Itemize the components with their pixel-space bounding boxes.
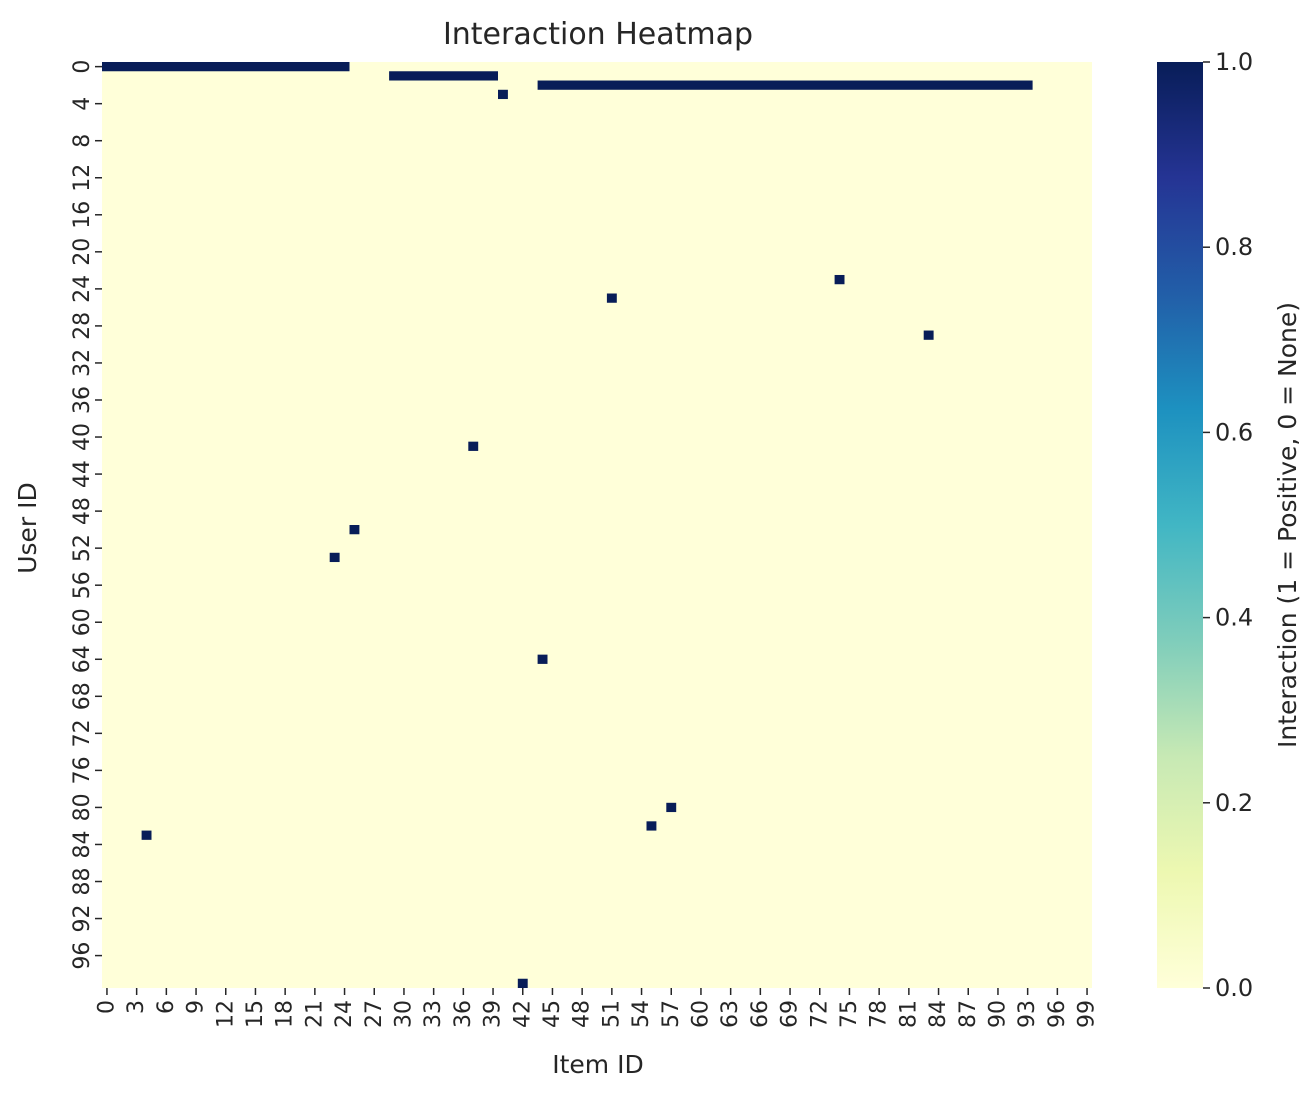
chart-title: Interaction Heatmap [443, 17, 753, 52]
y-tick-label: 60 [70, 608, 95, 636]
y-tick-label: 96 [70, 942, 95, 970]
y-tick-label: 84 [70, 831, 95, 859]
x-tick-label: 48 [570, 1000, 595, 1028]
y-tick-label: 12 [70, 164, 95, 192]
colorbar-label: Interaction (1 = Positive, 0 = None) [1273, 302, 1302, 748]
x-tick-label: 12 [213, 1000, 238, 1028]
y-tick-label: 72 [70, 719, 95, 747]
x-tick-label: 9 [184, 1000, 209, 1014]
x-tick-label: 18 [273, 1000, 298, 1028]
y-tick-label: 8 [70, 134, 95, 148]
x-tick-label: 66 [748, 1000, 773, 1028]
x-tick-label: 21 [302, 1000, 327, 1028]
plot-area [102, 62, 1092, 988]
y-axis-label: User ID [13, 482, 42, 574]
heatmap-cell [646, 821, 657, 831]
colorbar-tick-label: 0.8 [1215, 233, 1253, 261]
y-tick-label: 0 [70, 60, 95, 74]
x-tick-label: 24 [332, 1000, 357, 1028]
y-tick-label: 36 [70, 386, 95, 414]
y-tick-label: 92 [70, 905, 95, 933]
x-tick-label: 36 [451, 1000, 476, 1028]
y-tick-label: 88 [70, 868, 95, 896]
x-tick-label: 75 [837, 1000, 862, 1028]
colorbar-tick-label: 0.0 [1215, 974, 1253, 1002]
y-tick-label: 16 [70, 201, 95, 229]
x-tick-label: 96 [1045, 1000, 1070, 1028]
x-tick-label: 87 [956, 1000, 981, 1028]
heatmap-cell [468, 441, 479, 451]
heatmap-cell [141, 830, 152, 840]
y-tick-label: 56 [70, 571, 95, 599]
x-tick-label: 99 [1075, 1000, 1100, 1028]
x-tick-label: 15 [243, 1000, 268, 1028]
x-tick-label: 54 [629, 1000, 654, 1028]
y-tick-label: 20 [70, 238, 95, 266]
heatmap-cell [606, 293, 617, 303]
y-tick-label: 24 [70, 275, 95, 303]
x-axis-ticks: 0 3 6 9 12 15 18 21 24 27 30 33 36 39 42 45 48 51 54 57 60 63… [95, 988, 1100, 1028]
heatmap-cell [349, 525, 360, 535]
x-tick-label: 6 [154, 1000, 179, 1014]
y-tick-label: 48 [70, 497, 95, 525]
x-tick-label: 51 [599, 1000, 624, 1028]
x-tick-label: 57 [659, 1000, 684, 1028]
x-tick-label: 30 [391, 1000, 416, 1028]
y-tick-label: 68 [70, 682, 95, 710]
colorbar-tick-label: 1.0 [1215, 48, 1253, 76]
heatmap-cell [517, 978, 528, 988]
y-tick-label: 4 [70, 97, 95, 111]
x-tick-label: 90 [986, 1000, 1011, 1028]
x-tick-label: 72 [807, 1000, 832, 1028]
heatmap-cell [498, 89, 508, 100]
y-tick-label: 40 [70, 423, 95, 451]
colorbar-tick-label: 0.6 [1215, 418, 1253, 446]
y-axis-ticks: 0481216202428323640444852566064687276808… [70, 60, 102, 970]
x-tick-label: 84 [926, 1000, 951, 1028]
y-tick-label: 76 [70, 756, 95, 784]
heatmap-cell-run [389, 71, 498, 81]
y-tick-label: 44 [70, 460, 95, 488]
x-tick-label: 3 [124, 1000, 149, 1014]
colorbar-gradient [1157, 62, 1203, 988]
heatmap-cell [923, 330, 934, 340]
colorbar: 0.0 0.2 0.4 0.6 0.8 1.0 [1157, 48, 1253, 1002]
heatmap-cell-run [537, 80, 1033, 90]
y-tick-label: 52 [70, 534, 95, 562]
x-tick-label: 78 [867, 1000, 892, 1028]
heatmap-cell [666, 802, 677, 813]
heatmap-cell [834, 274, 845, 285]
colorbar-tick-label: 0.4 [1215, 604, 1253, 632]
y-tick-label: 28 [70, 312, 95, 340]
x-tick-label: 0 [95, 1000, 120, 1014]
x-tick-label: 81 [896, 1000, 921, 1028]
x-tick-label: 63 [718, 1000, 743, 1028]
x-tick-label: 60 [689, 1000, 714, 1028]
heatmap-cell [329, 552, 340, 563]
y-tick-label: 64 [70, 645, 95, 673]
heatmap-background [102, 62, 1092, 988]
x-tick-label: 33 [421, 1000, 446, 1028]
heatmap-cell-run [102, 62, 350, 72]
x-tick-label: 69 [778, 1000, 803, 1028]
x-tick-label: 39 [481, 1000, 506, 1028]
x-tick-label: 45 [540, 1000, 565, 1028]
y-tick-label: 32 [70, 349, 95, 377]
y-tick-label: 80 [70, 793, 95, 821]
x-tick-label: 42 [510, 1000, 535, 1028]
x-tick-label: 27 [362, 1000, 387, 1028]
colorbar-tick-label: 0.2 [1215, 789, 1253, 817]
x-axis-label: Item ID [552, 1050, 643, 1079]
x-tick-label: 93 [1015, 1000, 1040, 1028]
heatmap-cell [537, 654, 548, 664]
